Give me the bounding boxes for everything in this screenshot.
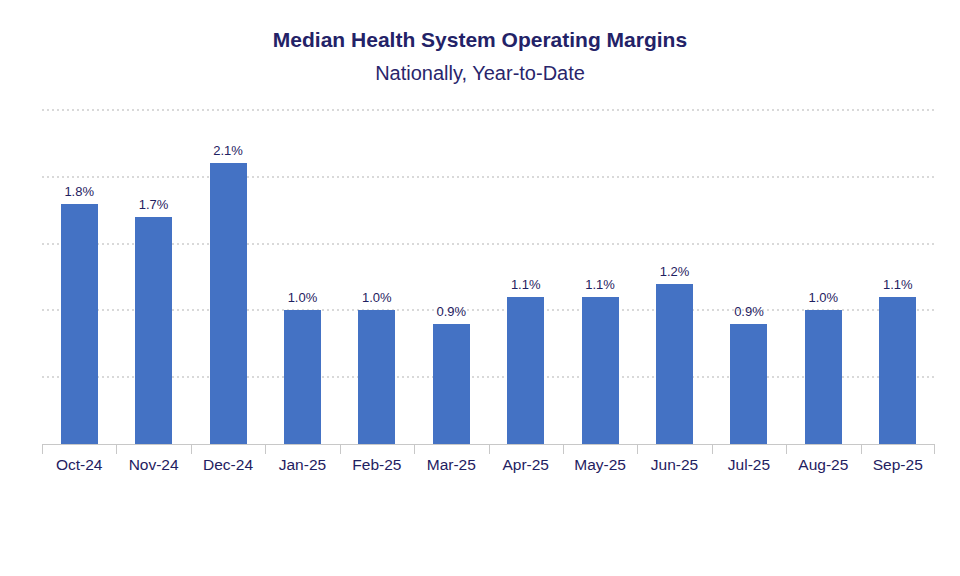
bar — [135, 217, 172, 444]
bar — [284, 310, 321, 444]
bar-value-label: 2.1% — [191, 143, 265, 158]
bar — [730, 324, 767, 444]
bar-column: 1.0% — [786, 110, 860, 444]
bar-column: 1.8% — [42, 110, 116, 444]
bar — [656, 284, 693, 444]
x-axis-label: Oct-24 — [42, 456, 116, 474]
x-axis-label: May-25 — [563, 456, 637, 474]
bar — [433, 324, 470, 444]
bar-value-label: 1.7% — [116, 197, 190, 212]
x-axis-tick — [265, 445, 266, 454]
x-axis-tick — [861, 445, 862, 454]
bar-value-label: 1.0% — [786, 290, 860, 305]
chart-subtitle: Nationally, Year-to-Date — [0, 62, 960, 85]
x-axis-tick — [712, 445, 713, 454]
x-axis-label: Dec-24 — [191, 456, 265, 474]
bar-value-label: 0.9% — [414, 304, 488, 319]
x-axis-label: Jul-25 — [712, 456, 786, 474]
chart-title: Median Health System Operating Margins — [0, 28, 960, 52]
bar — [507, 297, 544, 444]
bar-column: 1.0% — [340, 110, 414, 444]
bar-value-label: 1.8% — [42, 184, 116, 199]
plot-area: 1.8%1.7%2.1%1.0%1.0%0.9%1.1%1.1%1.2%0.9%… — [42, 110, 935, 445]
x-axis-tick — [563, 445, 564, 454]
bar-value-label: 1.0% — [340, 290, 414, 305]
bar-value-label: 1.1% — [489, 277, 563, 292]
bar-value-label: 1.0% — [265, 290, 339, 305]
bar-value-label: 1.2% — [637, 264, 711, 279]
bar-value-label: 0.9% — [712, 304, 786, 319]
x-axis-tick — [489, 445, 490, 454]
bar — [879, 297, 916, 444]
x-axis-tick — [934, 445, 935, 454]
bar-column: 1.1% — [861, 110, 935, 444]
x-axis-tick — [637, 445, 638, 454]
bar-column: 1.1% — [489, 110, 563, 444]
x-axis-label: Aug-25 — [786, 456, 860, 474]
bar-value-label: 1.1% — [861, 277, 935, 292]
x-axis-label: Nov-24 — [116, 456, 190, 474]
bar — [358, 310, 395, 444]
bar — [210, 163, 247, 444]
x-axis-label: Sep-25 — [861, 456, 935, 474]
x-axis-label: Feb-25 — [340, 456, 414, 474]
bar-column: 1.7% — [116, 110, 190, 444]
x-axis-tick — [116, 445, 117, 454]
bar-column: 1.2% — [637, 110, 711, 444]
bar-column: 0.9% — [414, 110, 488, 444]
x-axis-tick — [191, 445, 192, 454]
bar — [61, 204, 98, 444]
x-axis-label: Jun-25 — [637, 456, 711, 474]
x-axis-tick — [786, 445, 787, 454]
x-axis-label: Mar-25 — [414, 456, 488, 474]
bar-column: 1.1% — [563, 110, 637, 444]
chart-canvas: Median Health System Operating Margins N… — [0, 0, 960, 576]
x-axis-label: Jan-25 — [265, 456, 339, 474]
bar-column: 1.0% — [265, 110, 339, 444]
x-axis-tick — [42, 445, 43, 454]
bar — [805, 310, 842, 444]
bar-value-label: 1.1% — [563, 277, 637, 292]
x-axis-label: Apr-25 — [489, 456, 563, 474]
bar-column: 2.1% — [191, 110, 265, 444]
x-axis-tick — [414, 445, 415, 454]
x-axis-tick — [340, 445, 341, 454]
bar — [582, 297, 619, 444]
bar-column: 0.9% — [712, 110, 786, 444]
